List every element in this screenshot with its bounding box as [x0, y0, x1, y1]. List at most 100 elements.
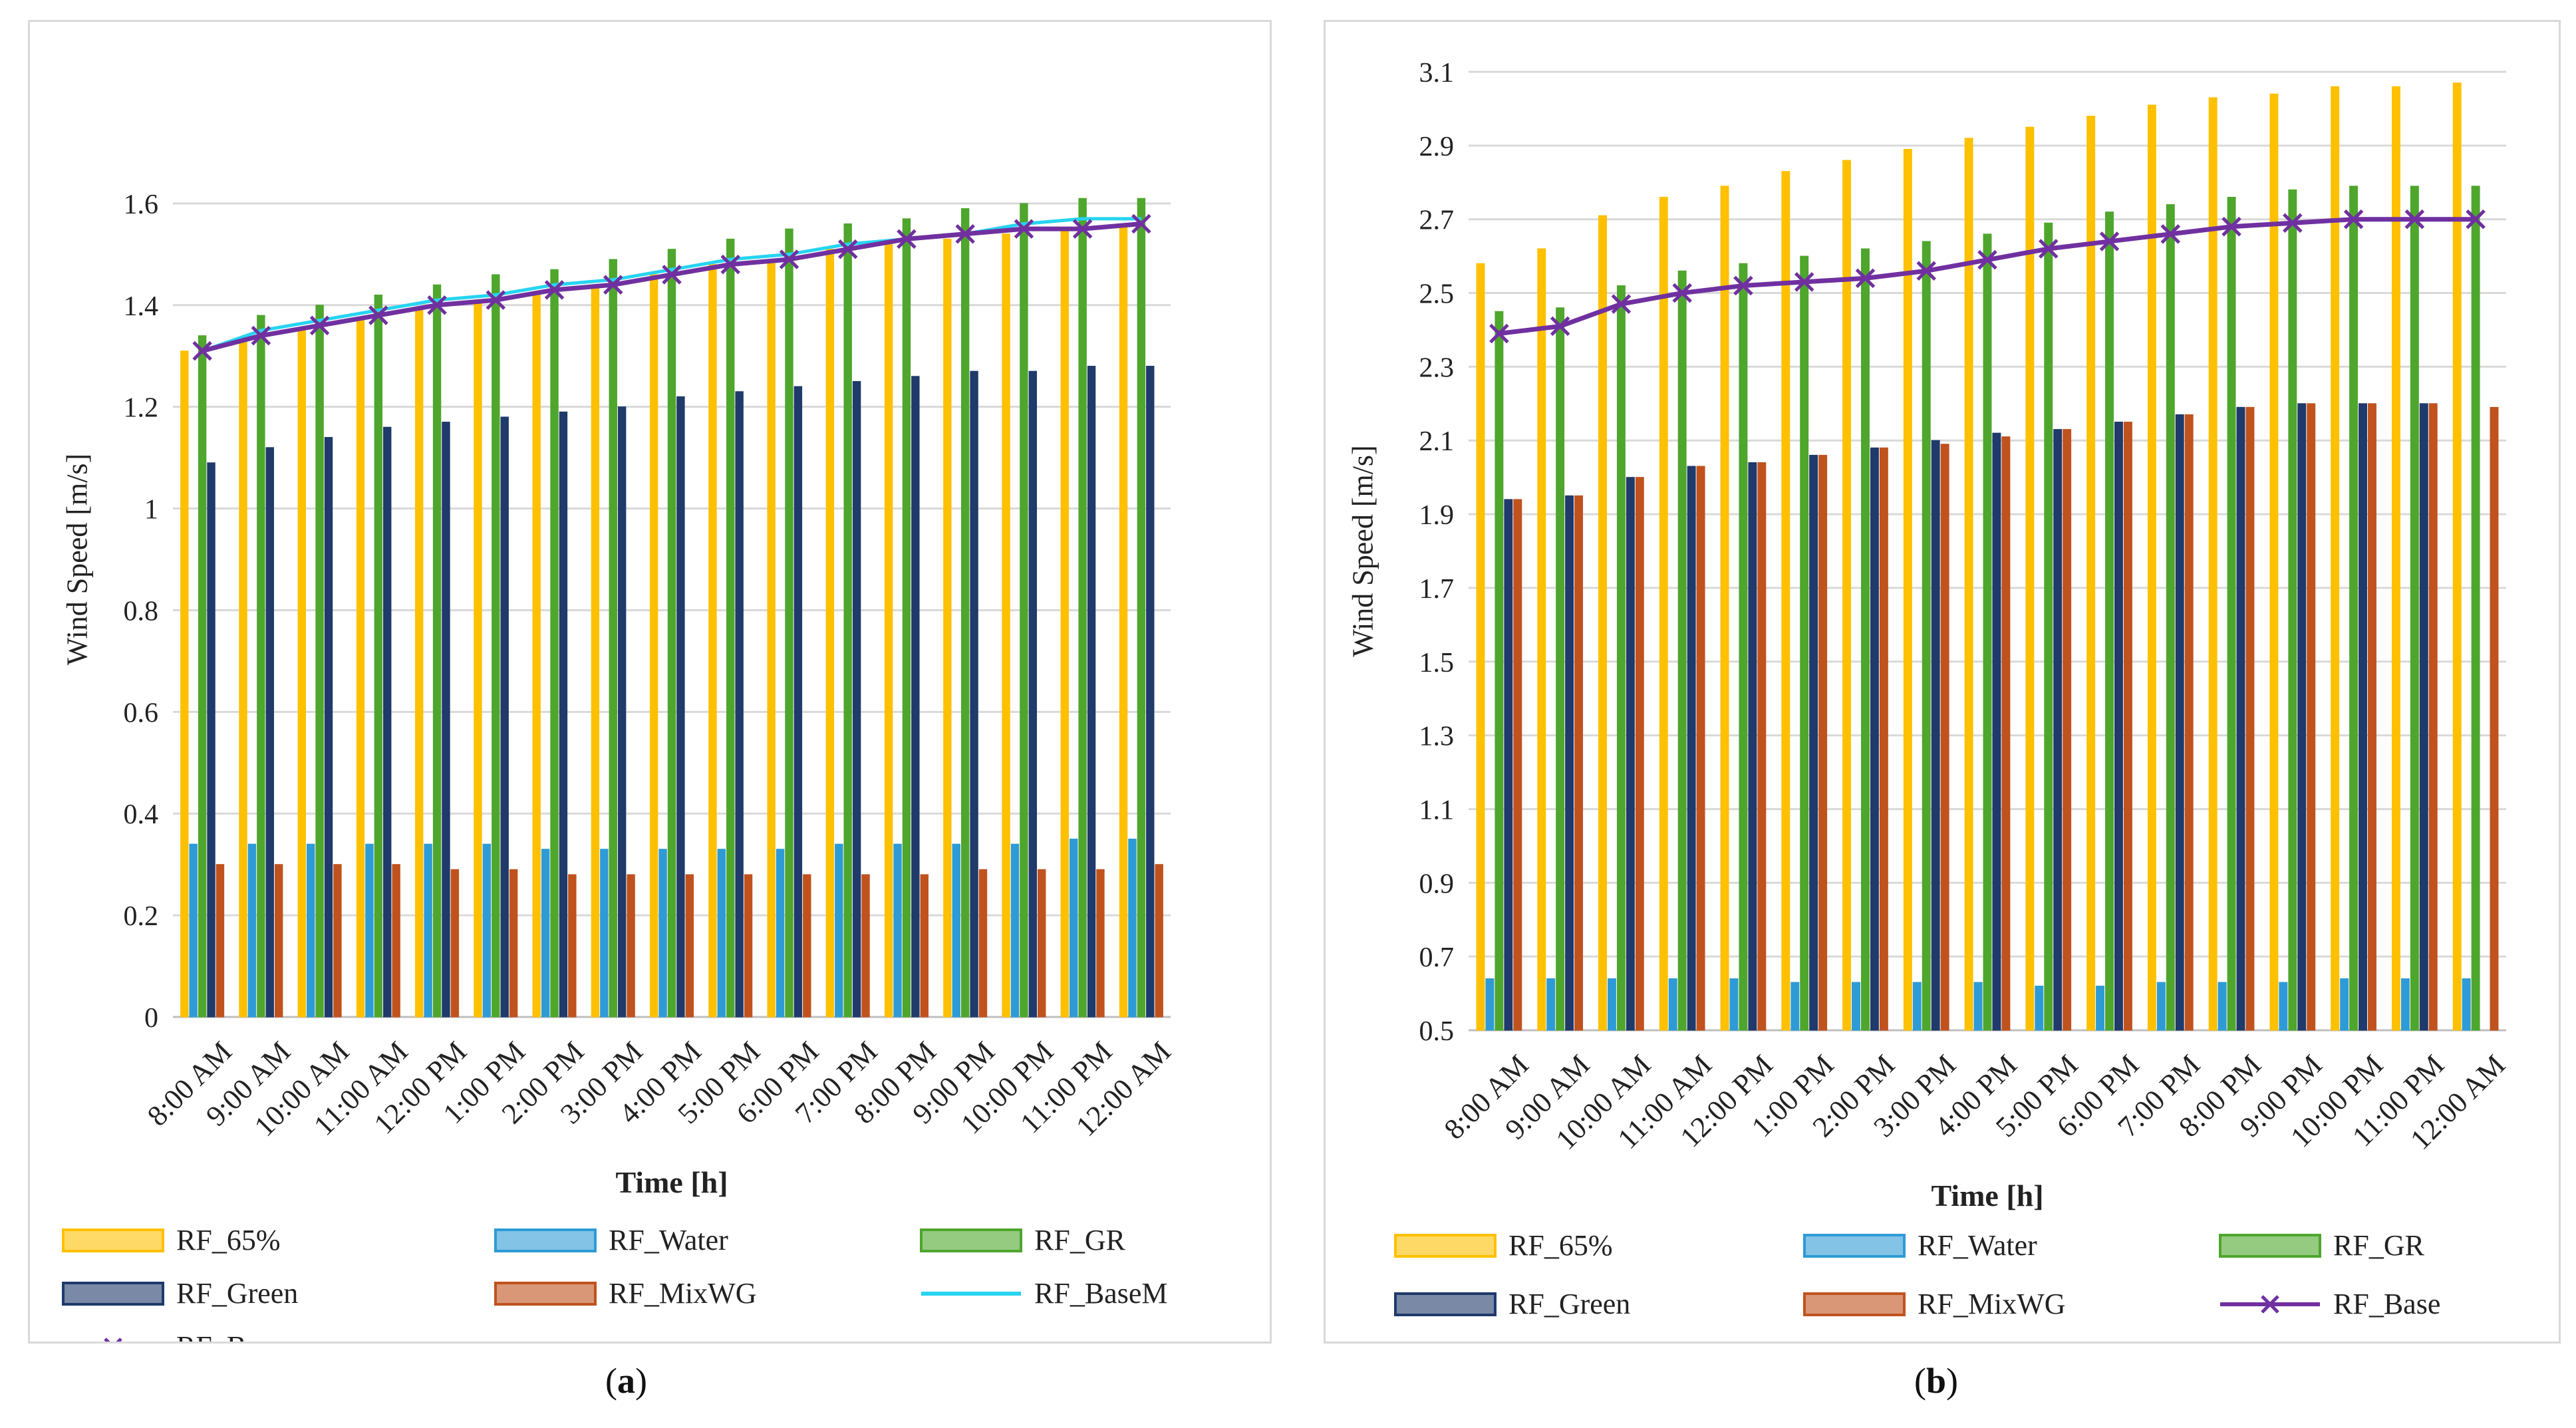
y-tick-label: 0.6 [124, 698, 159, 728]
bar-rf-green [2297, 403, 2307, 1031]
bar-rf-65pct [2208, 97, 2218, 1031]
marker-stroke [1733, 275, 1753, 296]
bar-rf-65pct [884, 243, 893, 1018]
bar-rf-gr [843, 223, 852, 1018]
bar-rf-gr [1739, 263, 1748, 1031]
bar-rf-gr [1800, 255, 1809, 1031]
bar-rf-65pct [1119, 223, 1128, 1018]
bar-rf-water [365, 843, 374, 1018]
legend-label: RF_Base [176, 1330, 283, 1342]
bar-rf-water [1485, 978, 1495, 1031]
bar-rf-water [1912, 982, 1922, 1031]
legend-label: RF_Green [1508, 1288, 1630, 1320]
bar-rf-water [1128, 838, 1137, 1018]
bar-rf-green [265, 447, 274, 1018]
marker-rf-base [2466, 209, 2486, 229]
bar-rf-gr [1020, 203, 1028, 1018]
bar-rf-mixwg [627, 874, 635, 1018]
marker-stroke [603, 275, 623, 295]
bar-rf-mixwg [1635, 477, 1644, 1031]
legend-label: RF_Base [2333, 1288, 2440, 1320]
marker-rf-base [192, 341, 212, 361]
marker-rf-base [1550, 316, 1570, 337]
bar-rf-65pct [2025, 126, 2035, 1031]
bar-rf-water [247, 843, 257, 1018]
bar-rf-65pct [2331, 86, 2340, 1031]
marker-rf-base [779, 249, 799, 269]
legend-item-rf-65pct: RF_65% [62, 1224, 280, 1256]
bar-rf-gr [492, 274, 500, 1018]
marker-stroke [779, 249, 799, 269]
bar-rf-65pct [591, 284, 600, 1018]
bar-rf-water [1729, 978, 1739, 1031]
chart-panel-a: 0 0.2 0.4 0.6 0.8 1 1.2 1.4 1.6 8:00 AM 9:00 AM 10:… [28, 20, 1272, 1344]
bar-rf-gr [2471, 186, 2480, 1031]
bar-rf-water [1790, 982, 1800, 1031]
chart-b-legend: RF_65% RF_Water RF_GR RF_Green RF_MixWG RF_Ba… [1394, 1229, 2440, 1320]
bar-rf-mixwg [450, 869, 460, 1018]
marker-rf-base [1131, 214, 1151, 234]
bar-rf-green [1748, 462, 1757, 1031]
bar-rf-gr [432, 284, 442, 1018]
marker-stroke [1611, 294, 1632, 314]
marker-rf-base [1489, 323, 1509, 344]
bar-rf-green [1565, 495, 1574, 1031]
marker-stroke [1916, 261, 1937, 281]
marker-stroke [309, 315, 330, 336]
bar-rf-water [1668, 978, 1677, 1031]
bar-rf-water [776, 849, 785, 1018]
bar-rf-gr [1860, 248, 1870, 1031]
marker-rf-base [1855, 268, 1876, 289]
bar-rf-gr [2166, 204, 2175, 1031]
bar-rf-water [952, 843, 960, 1018]
marker-stroke [1131, 214, 1151, 234]
bar-rf-water [2340, 978, 2349, 1031]
bar-rf-mixwg [392, 864, 400, 1018]
y-axis-label: Wind Speed [m/s] [61, 454, 93, 665]
bar-rf-gr [2410, 186, 2419, 1031]
bar-rf-green [1626, 477, 1635, 1031]
bar-rf-water [2156, 982, 2166, 1031]
bar-rf-gr [1556, 307, 1565, 1031]
marker-rf-base [2283, 213, 2303, 233]
marker-rf-base [251, 325, 271, 346]
legend-swatch [494, 1228, 597, 1252]
y-tick-label: 1.1 [1419, 795, 1455, 825]
chart-a-svg: 00.20.40.60.811.21.41.68:00 AM9:00 AM10:… [61, 190, 1177, 1342]
legend-item-rf-65pct: RF_65% [1394, 1229, 1612, 1262]
bar-rf-water [2279, 982, 2288, 1031]
bar-rf-65pct [825, 249, 835, 1018]
bar-rf-65pct [2147, 104, 2156, 1031]
bar-rf-green [2236, 406, 2245, 1031]
bar-rf-65pct [1659, 196, 1668, 1031]
bar-rf-water [541, 849, 550, 1018]
marker-stroke [2404, 209, 2425, 229]
bar-rf-water [2096, 985, 2105, 1031]
bar-rf-water [1607, 978, 1616, 1031]
marker-stroke [2283, 213, 2303, 233]
bar-rf-green [735, 391, 744, 1018]
y-axis-label: Wind Speed [m/s] [1346, 445, 1379, 656]
marker-rf-base [1977, 249, 1997, 270]
y-tick-label: 2.3 [1419, 353, 1455, 383]
marker-rf-base [720, 254, 741, 275]
marker-rf-base [897, 229, 917, 249]
bar-rf-65pct [474, 299, 482, 1018]
bar-rf-green [2053, 429, 2063, 1031]
marker-stroke [251, 325, 271, 346]
bar-rf-water [835, 843, 843, 1018]
bar-rf-green [2114, 422, 2123, 1031]
bar-rf-65pct [1060, 228, 1070, 1018]
legend-item-rf-green: RF_Green [1394, 1288, 1630, 1320]
legend-item-rf-water: RF_Water [494, 1224, 728, 1256]
marker-stroke [192, 341, 212, 361]
marker-stroke [2221, 217, 2241, 237]
y-tick-label: 1 [144, 495, 158, 525]
bar-rf-mixwg [861, 874, 870, 1018]
bar-rf-gr [726, 238, 735, 1018]
legend-item-rf-gr: RF_GR [2219, 1229, 2425, 1262]
marker-rf-base [955, 223, 975, 244]
bar-rf-mixwg [1818, 454, 1828, 1031]
bar-rf-gr [609, 259, 617, 1018]
bar-rf-mixwg [2490, 406, 2499, 1031]
